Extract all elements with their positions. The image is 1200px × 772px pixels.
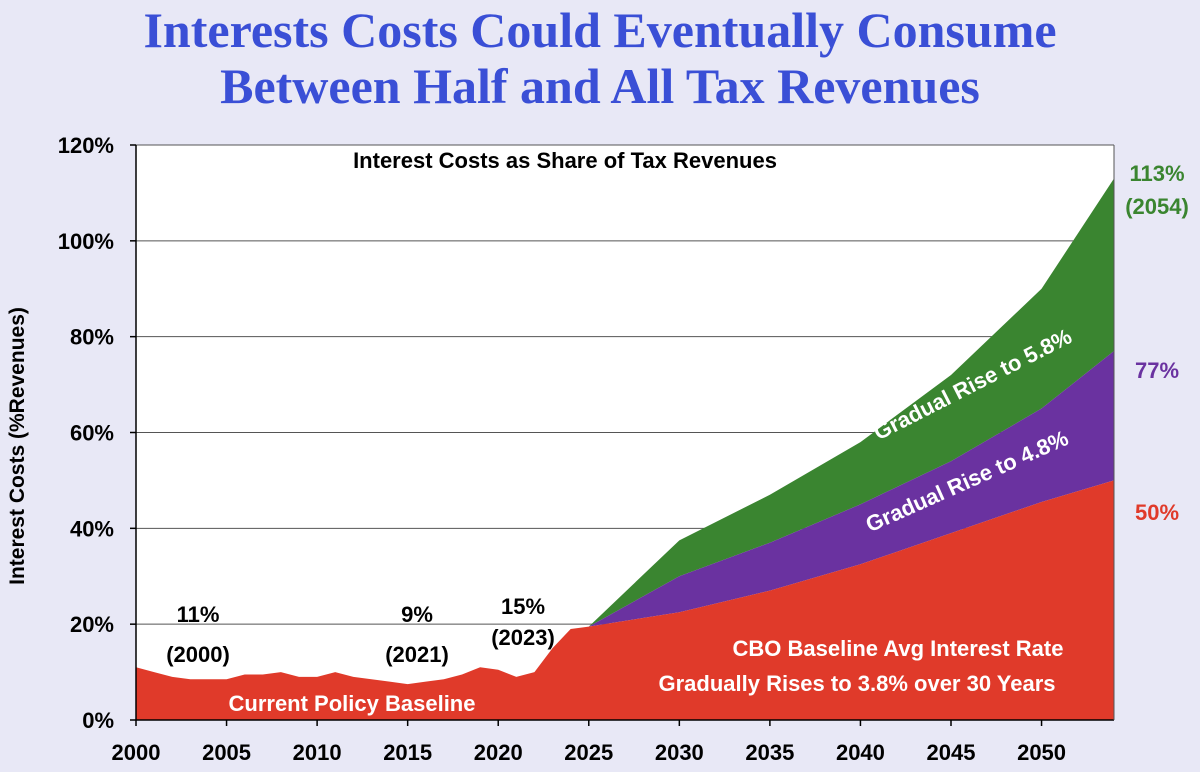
x-tick-label: 2030 xyxy=(655,740,704,765)
annotation-2023-year: (2023) xyxy=(491,625,555,650)
y-tick-label: 60% xyxy=(70,421,114,446)
x-tick-label: 2010 xyxy=(293,740,342,765)
x-tick-label: 2040 xyxy=(836,740,885,765)
y-tick-label: 0% xyxy=(82,708,114,733)
axes xyxy=(130,144,1115,726)
y-tick-label: 80% xyxy=(70,325,114,350)
x-tick-label: 2050 xyxy=(1017,740,1066,765)
x-tick-labels: 2000 2005 2010 2015 2020 2025 2030 2035 2040 2045… xyxy=(112,740,1067,765)
x-tick-label: 2000 xyxy=(112,740,161,765)
area-cbo-baseline xyxy=(136,480,1114,720)
end-label-58-year: (2054) xyxy=(1125,194,1189,219)
end-label-48-value: 77% xyxy=(1135,358,1179,383)
x-tick-label: 2005 xyxy=(202,740,251,765)
x-tick-label: 2045 xyxy=(927,740,976,765)
y-axis-label: Interest Costs (%Revenues) xyxy=(6,307,29,585)
band-label-current-policy: Current Policy Baseline xyxy=(229,691,476,716)
annotation-2000-value: 11% xyxy=(177,602,220,627)
chart-title-line-1: Interests Costs Could Eventually Consume xyxy=(143,2,1057,58)
annotation-2000-year: (2000) xyxy=(166,642,230,667)
area-rise-48 xyxy=(588,351,1114,627)
chart-title: Interests Costs Could Eventually Consume… xyxy=(0,2,1200,114)
y-tick-label: 100% xyxy=(58,229,114,254)
x-tick-label: 2035 xyxy=(745,740,794,765)
y-tick-label: 20% xyxy=(70,612,114,637)
y-tick-label: 120% xyxy=(58,133,114,158)
x-tick-label: 2020 xyxy=(474,740,523,765)
y-tick-labels: 0% 20% 40% 60% 80% 100% 120% xyxy=(58,133,114,733)
y-tick-label: 40% xyxy=(70,516,114,541)
area-series xyxy=(136,178,1114,720)
end-label-58-value: 113% xyxy=(1129,161,1184,186)
annotation-2021-value: 9% xyxy=(401,602,433,627)
x-tick-label: 2025 xyxy=(564,740,613,765)
annotation-2023-value: 15% xyxy=(501,594,545,619)
band-label-cbo-line-1: CBO Baseline Avg Interest Rate xyxy=(733,636,1064,661)
plot-inner-title: Interest Costs as Share of Tax Revenues xyxy=(353,148,777,173)
area-rise-58 xyxy=(588,178,1114,627)
x-tick-label: 2015 xyxy=(383,740,432,765)
chart-title-line-2: Between Half and All Tax Revenues xyxy=(220,58,980,114)
annotation-2021-year: (2021) xyxy=(385,642,449,667)
band-label-cbo-line-2: Gradually Rises to 3.8% over 30 Years xyxy=(658,671,1055,696)
end-label-38-value: 50% xyxy=(1135,500,1179,525)
